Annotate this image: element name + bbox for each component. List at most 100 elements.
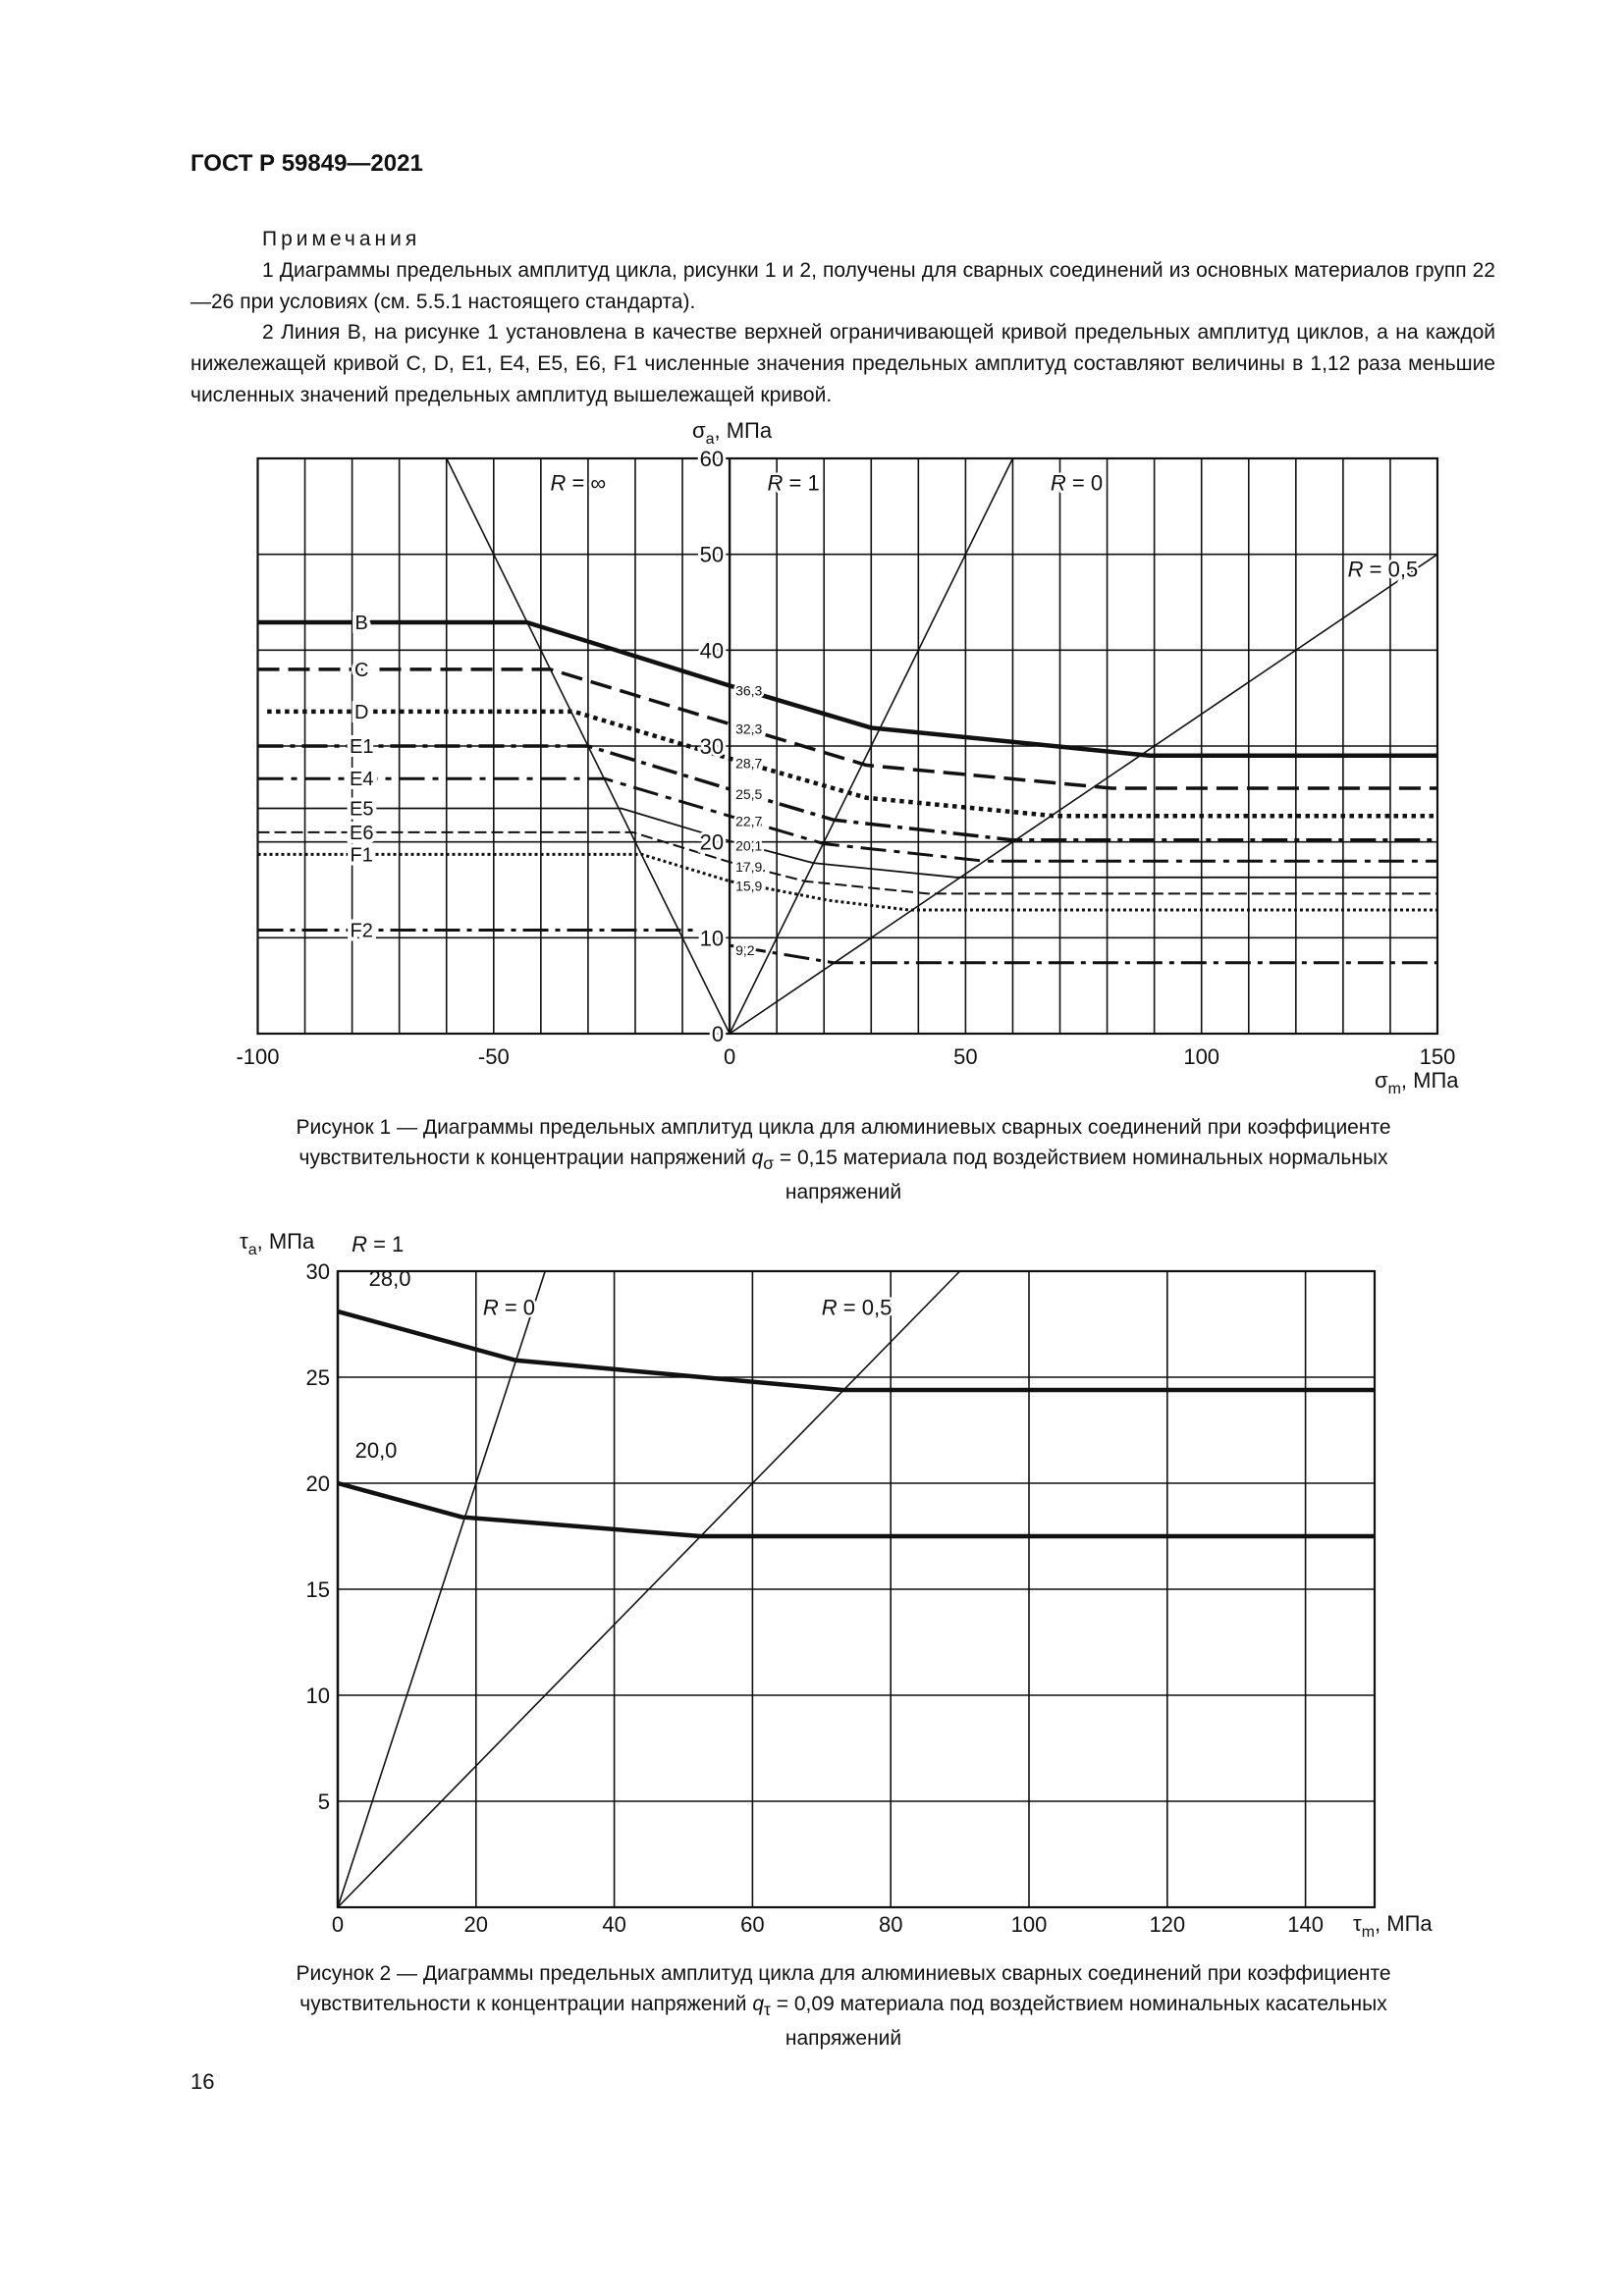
series-label: F1	[351, 844, 373, 866]
y-tick-label: 20	[700, 830, 724, 855]
caption-text: = 0,09 материала под воздействием номина…	[770, 1992, 1387, 2015]
x-tick-label: 140	[1287, 1912, 1324, 1937]
document-id: ГОСТ Р 59849—2021	[190, 150, 423, 177]
axis-symbol: τ	[1353, 1911, 1362, 1936]
y-tick-label: 20	[306, 1471, 330, 1496]
caption-text: = 0,15 материала под воздействием номина…	[774, 1146, 1388, 1169]
x-tick-label: 100	[1183, 1044, 1219, 1069]
y-tick-label: 15	[306, 1577, 330, 1602]
label-symbol: R	[352, 1232, 367, 1256]
axis-subscript: m	[1388, 1081, 1401, 1097]
value-label: 20,0	[355, 1438, 398, 1463]
notes-title: Примечания	[262, 228, 421, 250]
label-value: = 0,5	[838, 1296, 893, 1320]
axis-subscript: m	[1362, 1924, 1375, 1941]
reference-line-label: R = 0,5	[1348, 557, 1419, 581]
label-value: = 0	[499, 1296, 535, 1320]
x-tick-label: 0	[332, 1912, 344, 1937]
x-tick-label: 0	[724, 1044, 735, 1069]
value-label: 25,5	[735, 786, 762, 802]
reference-line	[337, 1270, 961, 1908]
value-label: 36,3	[735, 682, 762, 698]
value-label: 9,2	[735, 942, 755, 958]
caption-line: чувствительности к концентрации напряжен…	[190, 1990, 1496, 2025]
x-tick-label: 60	[740, 1912, 764, 1937]
figure-2-caption: Рисунок 2 — Диаграммы предельных амплиту…	[190, 1959, 1496, 2055]
y-tick-label: 10	[306, 1683, 330, 1708]
note-item: 1 Диаграммы предельных амплитуд цикла, р…	[190, 258, 1495, 313]
value-label: 20,1	[735, 838, 762, 854]
value-label: 17,9	[735, 859, 762, 875]
caption-line: чувствительности к концентрации напряжен…	[190, 1144, 1496, 1179]
x-tick-label: 150	[1420, 1044, 1456, 1069]
axis-symbol: σ	[692, 418, 706, 443]
value-label: 28,7	[735, 756, 762, 772]
label-symbol: R	[483, 1296, 499, 1320]
axis-unit: , МПа	[714, 418, 772, 443]
label-symbol: R	[822, 1296, 838, 1320]
label-symbol: R	[1051, 470, 1066, 495]
x-axis-label: σm, МПа	[1375, 1068, 1459, 1097]
y-tick-label: 60	[700, 447, 724, 471]
series-label: E6	[350, 823, 373, 844]
x-axis-label: τm, МПа	[1353, 1911, 1433, 1941]
caption-text: чувствительности к концентрации напряжен…	[299, 1992, 753, 2015]
caption-line: Рисунок 1 — Диаграммы предельных амплиту…	[296, 1116, 1391, 1139]
series-line-F2	[257, 929, 1437, 965]
caption-symbol: q	[751, 1146, 764, 1169]
series-label: E5	[350, 798, 373, 820]
series-line-E5	[257, 807, 1437, 879]
label-symbol: R	[550, 470, 566, 495]
series-line-E4	[257, 776, 1437, 863]
label-value: = ∞	[566, 470, 606, 495]
label-value: = 0,5	[1364, 557, 1419, 581]
y-tick-label: 5	[318, 1789, 330, 1814]
caption-subscript: σ	[763, 1152, 775, 1173]
axis-symbol: σ	[1375, 1068, 1388, 1093]
caption-line: напряжений	[785, 2027, 902, 2051]
caption-line: напряжений	[785, 1181, 902, 1204]
y-tick-label: 10	[700, 926, 724, 950]
reference-line-label: R = 0,5	[822, 1296, 893, 1320]
caption-subscript: τ	[764, 1999, 771, 2019]
axis-unit: , МПа	[1375, 1911, 1433, 1936]
value-label: 15,9	[735, 879, 762, 894]
axis-unit: , МПа	[257, 1229, 315, 1254]
axis-subscript: a	[706, 431, 715, 448]
reference-line-label: R = 0	[483, 1296, 535, 1320]
reference-line-label: R = ∞	[550, 470, 606, 495]
page-number: 16	[190, 2069, 215, 2094]
y-axis-label: τa, МПа	[240, 1229, 315, 1258]
notes-section: Примечания 1 Диаграммы предельных амплит…	[190, 224, 1495, 411]
x-tick-label: 120	[1149, 1912, 1185, 1937]
series-line-C	[257, 667, 1437, 790]
value-label: 32,3	[735, 721, 762, 737]
series-label: C	[354, 660, 368, 681]
y-axis-label: σa, МПа	[692, 418, 773, 448]
y-tick-label: 25	[306, 1365, 330, 1390]
value-label: 28,0	[369, 1266, 411, 1291]
reference-line-label: R = 1	[768, 470, 820, 495]
reference-line	[729, 457, 1014, 1035]
value-label: 22,7	[735, 813, 762, 828]
series-line-E1	[257, 744, 1437, 842]
reference-line-label: R = 1	[352, 1232, 404, 1256]
x-tick-label: 50	[953, 1044, 977, 1069]
x-tick-label: 40	[602, 1912, 625, 1937]
series-line-E6	[257, 830, 1437, 895]
series-label: D	[354, 702, 368, 723]
axis-symbol: τ	[240, 1229, 248, 1254]
series-label: E4	[350, 769, 373, 790]
caption-symbol: q	[752, 1992, 765, 2015]
axis-subscript: a	[248, 1242, 257, 1258]
reference-line-label: R = 0	[1051, 470, 1103, 495]
series-label: E1	[350, 736, 373, 758]
reference-line	[729, 554, 1438, 1035]
x-tick-label: 100	[1011, 1912, 1048, 1937]
label-value: = 1	[783, 470, 819, 495]
note-item: 2 Линия B, на рисунке 1 установлена в ка…	[190, 321, 1495, 406]
label-value: = 0	[1066, 470, 1103, 495]
figure-1-caption: Рисунок 1 — Диаграммы предельных амплиту…	[190, 1113, 1496, 1208]
